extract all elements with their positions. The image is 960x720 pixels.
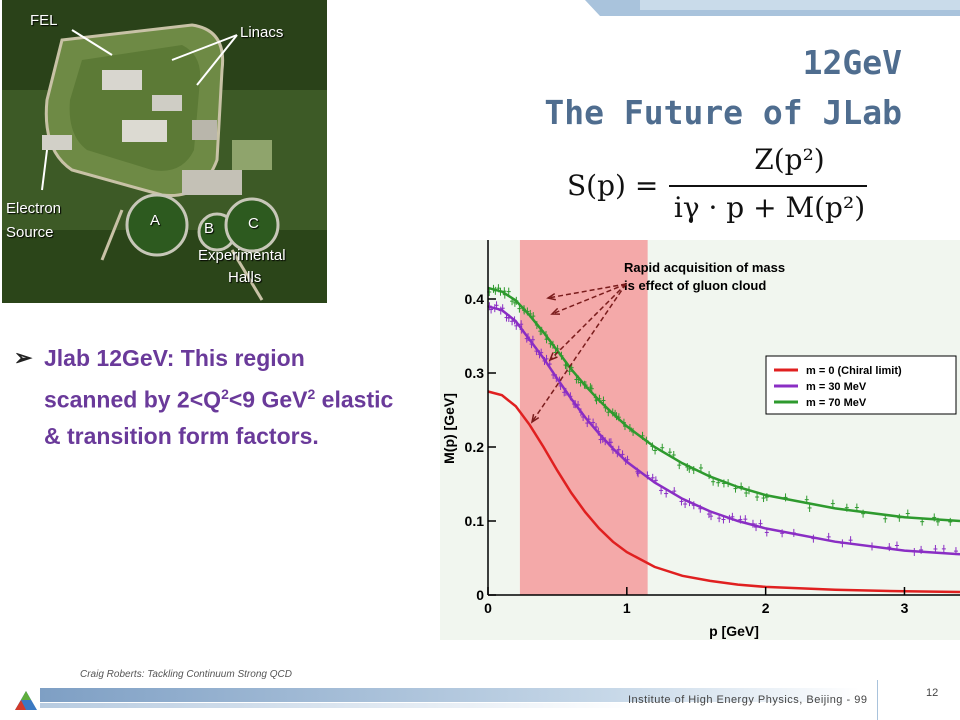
x-axis-label: p [GeV]	[709, 623, 759, 639]
page-number: 12	[926, 687, 939, 699]
photo-label-hall-a: A	[150, 212, 161, 229]
y-tick-label: 0.4	[465, 291, 485, 307]
y-tick-label: 0.3	[465, 365, 485, 381]
y-tick-label: 0.1	[465, 513, 485, 529]
footer-band	[40, 688, 860, 702]
series-line-0	[487, 390, 960, 594]
bullet-arrow-icon: ➢	[14, 345, 33, 370]
x-tick-label: 1	[623, 600, 631, 616]
argonne-logo-icon	[14, 690, 38, 717]
annotation-text-line-1: Rapid acquisition of mass	[624, 260, 785, 275]
bullet-sup-1: 2	[221, 386, 229, 402]
top-decorative-band-light	[640, 0, 960, 10]
bullet-text-part1: Jlab 12GeV: This region scanned by 2<Q	[44, 345, 305, 413]
mass-function-chart: 0 1 2 3 0 0.1 0.2 0.3 0.4 p [GeV] M(p) [GeV] m = 0…	[441, 240, 960, 639]
annotation-arrowhead-3	[530, 414, 540, 424]
footer-author: Craig Roberts: Tackling Continuum Strong…	[80, 669, 292, 680]
aerial-photo-drawing	[2, 0, 327, 303]
x-tick-label: 0	[484, 600, 492, 616]
propagator-formula: S(p) = Z(p²) iγ · p + M(p²)	[567, 143, 877, 227]
y-axis-label: M(p) [GeV]	[441, 393, 457, 464]
bullet-sup-2: 2	[307, 386, 316, 402]
annotation-arrowhead-0	[546, 293, 556, 301]
formula-numerator: Z(p²)	[754, 143, 825, 176]
annotation-text-line-2: is effect of gluon cloud	[624, 278, 766, 293]
legend-label-1: m = 30 MeV	[806, 381, 867, 393]
mass-function-plot: 0 1 2 3 0 0.1 0.2 0.3 0.4 p [GeV] M(p) [GeV] m = 0…	[440, 240, 960, 640]
photo-label-hall-b: B	[204, 220, 215, 237]
bullet-text: Jlab 12GeV: This region scanned by 2<Q2<…	[44, 340, 394, 454]
annotation-arrow-1	[551, 283, 627, 315]
formula-denominator: iγ · p + M(p²)	[673, 191, 866, 224]
title-line-2: The Future of JLab	[544, 93, 902, 132]
slide-title: 12GeV The Future of JLab	[544, 38, 902, 138]
legend-label-2: m = 70 MeV	[806, 397, 867, 409]
x-tick-label: 3	[901, 600, 909, 616]
annotation-arrow-2	[549, 283, 627, 361]
y-tick-label: 0.2	[465, 439, 485, 455]
photo-label-source: Source	[6, 224, 54, 241]
photo-label-linacs: Linacs	[240, 24, 284, 41]
legend-label-0: m = 0 (Chiral limit)	[806, 365, 902, 377]
photo-label-experimental: Experimental	[198, 247, 286, 264]
title-line-1: 12GeV	[802, 43, 902, 82]
formula-fraction-bar	[669, 185, 867, 187]
photo-label-electron: Electron	[6, 200, 62, 217]
jlab-aerial-photo: FEL Linacs Electron Source A B C Experim…	[2, 0, 327, 303]
photo-label-halls: Halls	[228, 269, 262, 286]
y-tick-label: 0	[476, 587, 484, 603]
photo-label-hall-c: C	[248, 215, 259, 232]
annotation-arrowhead-1	[550, 307, 561, 315]
footer-divider	[877, 680, 878, 720]
bullet-text-part3: elastic & transition form factors.	[44, 386, 394, 449]
x-tick-label: 2	[762, 600, 770, 616]
footer-band-secondary	[40, 703, 640, 708]
annotation-arrow-3	[531, 283, 627, 423]
bullet-text-part2: <9 GeV	[228, 386, 308, 413]
bullet-point: ➢ Jlab 12GeV: This region scanned by 2<Q…	[14, 340, 394, 454]
photo-label-fel: FEL	[30, 12, 58, 29]
footer-venue: Institute of High Energy Physics, Beijin…	[628, 694, 868, 706]
annotation-arrowhead-2	[548, 352, 558, 362]
formula-lhs: S(p) =	[567, 169, 659, 202]
annotation-arrow-0	[547, 283, 627, 299]
